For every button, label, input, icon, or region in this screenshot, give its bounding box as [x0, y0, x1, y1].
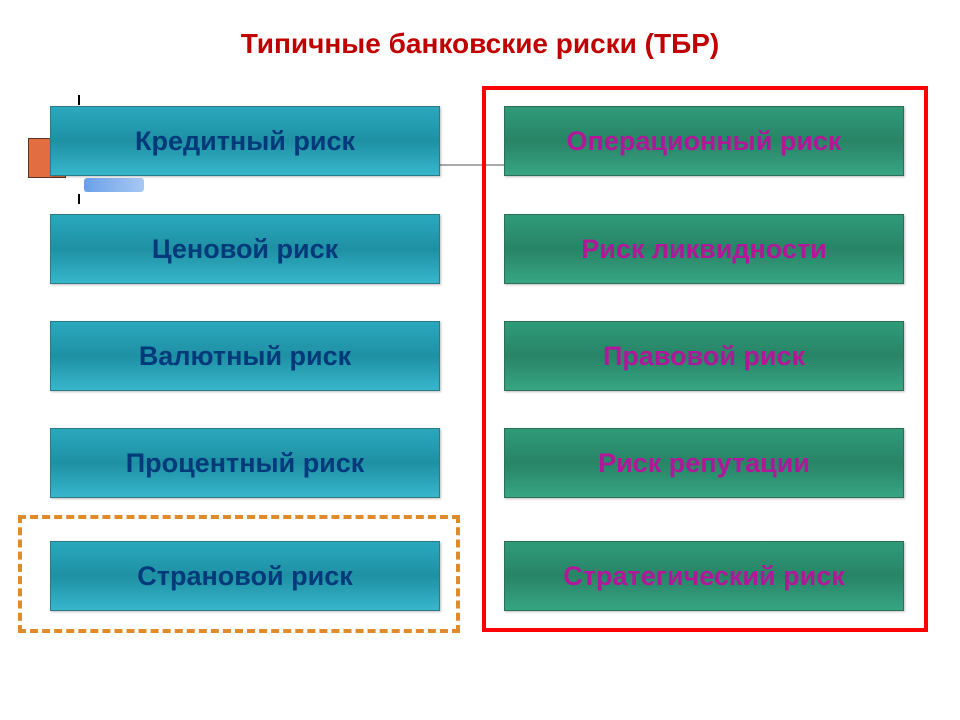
risk-label: Операционный риск	[567, 126, 842, 157]
risk-box-currency: Валютный риск	[50, 321, 440, 391]
risk-box-legal: Правовой риск	[504, 321, 904, 391]
decoration-blue-bar	[84, 178, 144, 192]
risk-label: Риск ликвидности	[581, 234, 827, 265]
risk-label: Процентный риск	[126, 448, 365, 479]
page-title: Типичные банковские риски (ТБР)	[0, 28, 960, 60]
risk-box-country: Страновой риск	[50, 541, 440, 611]
risk-box-operational: Операционный риск	[504, 106, 904, 176]
risk-box-strategic: Стратегический риск	[504, 541, 904, 611]
risk-box-price: Ценовой риск	[50, 214, 440, 284]
risk-label: Ценовой риск	[152, 234, 338, 265]
risk-box-interest: Процентный риск	[50, 428, 440, 498]
risk-box-credit: Кредитный риск	[50, 106, 440, 176]
risk-label: Валютный риск	[139, 341, 351, 372]
risk-label: Кредитный риск	[135, 126, 355, 157]
decoration-tick-bottom	[78, 194, 80, 204]
risk-label: Правовой риск	[603, 341, 805, 372]
risk-label: Страновой риск	[137, 561, 353, 592]
decoration-tick-top	[78, 95, 80, 105]
risk-box-liquidity: Риск ликвидности	[504, 214, 904, 284]
risk-box-reputation: Риск репутации	[504, 428, 904, 498]
risk-label: Стратегический риск	[563, 561, 845, 592]
risk-label: Риск репутации	[598, 448, 810, 479]
